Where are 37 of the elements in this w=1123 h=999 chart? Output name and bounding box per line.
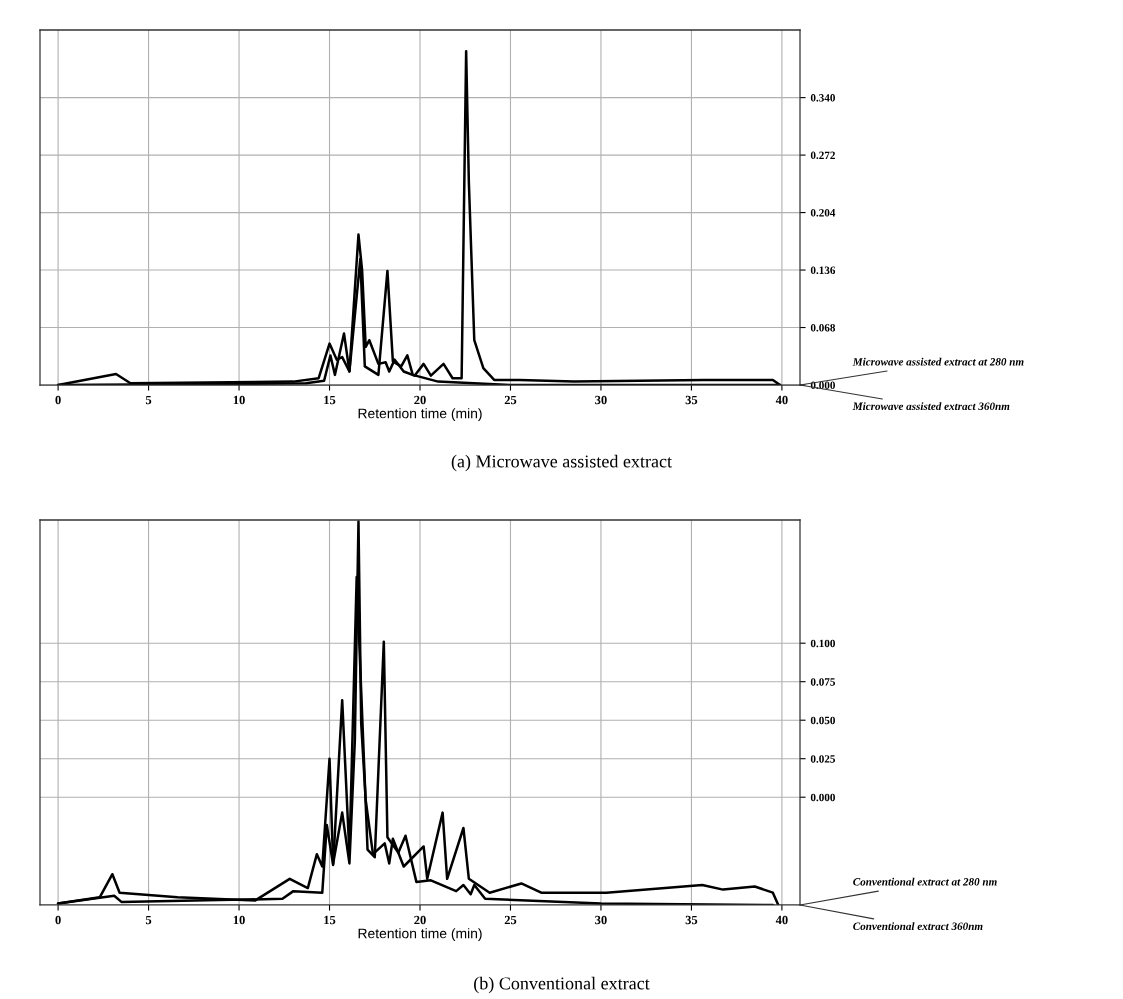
text: Conventional extract 360nm bbox=[853, 922, 983, 931]
y-tick-label: 0.000 bbox=[810, 381, 835, 390]
y-tick-label: 0.272 bbox=[810, 151, 835, 160]
x-tick-label: 20 bbox=[414, 915, 426, 925]
y-tick-label: 0.340 bbox=[810, 94, 835, 102]
x-axis-title: Retention time (min) bbox=[358, 408, 482, 422]
x-tick-label: 10 bbox=[233, 395, 245, 405]
text: Microwave assisted extract at 280 nm bbox=[852, 357, 1024, 366]
x-tick-label: 30 bbox=[595, 915, 607, 925]
y-tick-label: 0.204 bbox=[810, 209, 836, 217]
x-tick-label: 25 bbox=[504, 395, 517, 405]
y-tick-label: 0.025 bbox=[810, 755, 836, 763]
text: Microwave assisted extract 360nm bbox=[852, 402, 1010, 411]
text: (a) Microwave assisted extract bbox=[451, 454, 672, 472]
x-tick-label: 35 bbox=[685, 915, 698, 925]
x-tick-label: 15 bbox=[324, 915, 336, 925]
x-tick-label: 40 bbox=[775, 915, 788, 925]
x-tick-label: 5 bbox=[145, 395, 152, 405]
text: (b) Conventional extract bbox=[474, 976, 650, 994]
y-tick-label: 0.100 bbox=[810, 639, 835, 648]
y-tick-label: 0.000 bbox=[810, 793, 835, 802]
x-tick-label: 35 bbox=[685, 395, 698, 405]
x-axis-title: Retention time (min) bbox=[358, 928, 482, 942]
y-tick-label: 0.136 bbox=[810, 266, 836, 275]
x-tick-label: 20 bbox=[414, 395, 426, 405]
x-tick-label: 15 bbox=[324, 395, 336, 405]
x-tick-label: 40 bbox=[775, 395, 788, 405]
x-tick-label: 0 bbox=[55, 915, 61, 925]
x-tick-label: 5 bbox=[145, 915, 152, 925]
x-tick-label: 10 bbox=[233, 915, 245, 925]
y-tick-label: 0.068 bbox=[810, 323, 836, 332]
x-tick-label: 25 bbox=[504, 915, 517, 925]
y-tick-label: 0.050 bbox=[810, 716, 835, 725]
y-tick-label: 0.075 bbox=[810, 678, 836, 686]
text: Conventional extract at 280 nm bbox=[853, 877, 997, 886]
x-tick-label: 30 bbox=[595, 395, 607, 405]
x-tick-label: 0 bbox=[55, 395, 61, 405]
